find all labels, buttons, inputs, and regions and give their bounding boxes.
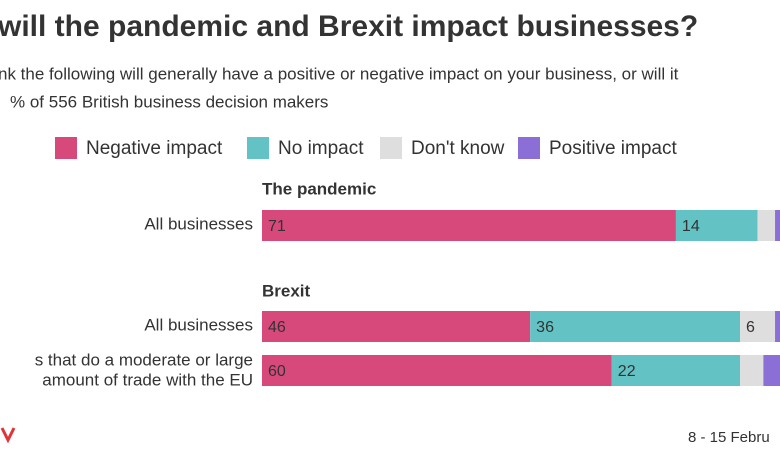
bar-segment bbox=[740, 311, 776, 342]
legend-label: Negative impact bbox=[86, 138, 223, 159]
legend-swatch bbox=[247, 137, 269, 159]
bar-segment bbox=[763, 355, 780, 386]
value-label: 46 bbox=[268, 319, 286, 336]
bar-segment bbox=[530, 311, 741, 342]
bar-segment bbox=[740, 355, 764, 386]
bar-segment bbox=[757, 210, 776, 241]
legend-label: No impact bbox=[278, 138, 364, 159]
category-label: s that do a moderate or large bbox=[35, 350, 253, 369]
category-label: amount of trade with the EU bbox=[42, 370, 253, 389]
legend-swatch bbox=[55, 137, 77, 159]
subtitle: nk the following will generally have a p… bbox=[0, 64, 679, 83]
value-label: 6 bbox=[746, 319, 755, 336]
group-label: Brexit bbox=[262, 281, 311, 300]
subtitle: % of 556 British business decision maker… bbox=[10, 92, 328, 111]
bar-segment bbox=[611, 355, 741, 386]
date-note: 8 - 15 Febru bbox=[688, 429, 770, 446]
value-label: 60 bbox=[268, 363, 286, 380]
category-label: All businesses bbox=[144, 214, 253, 233]
legend-swatch bbox=[380, 137, 402, 159]
category-label: All businesses bbox=[144, 315, 253, 334]
logo bbox=[0, 427, 16, 444]
legend-label: Don't know bbox=[411, 138, 505, 159]
legend-label: Positive impact bbox=[549, 138, 677, 159]
bar-segment bbox=[262, 210, 676, 241]
legend-swatch bbox=[518, 137, 540, 159]
value-label: 36 bbox=[536, 319, 554, 336]
value-label: 14 bbox=[682, 218, 700, 235]
group-label: The pandemic bbox=[262, 179, 376, 198]
bar-segment bbox=[775, 311, 780, 342]
bar-segment bbox=[262, 355, 612, 386]
chart-title: will the pandemic and Brexit impact busi… bbox=[0, 10, 698, 43]
bar-segment bbox=[675, 210, 758, 241]
value-label: 71 bbox=[268, 218, 286, 235]
bar-segment bbox=[775, 210, 780, 241]
value-label: 22 bbox=[618, 363, 636, 380]
bar-segment bbox=[262, 311, 531, 342]
